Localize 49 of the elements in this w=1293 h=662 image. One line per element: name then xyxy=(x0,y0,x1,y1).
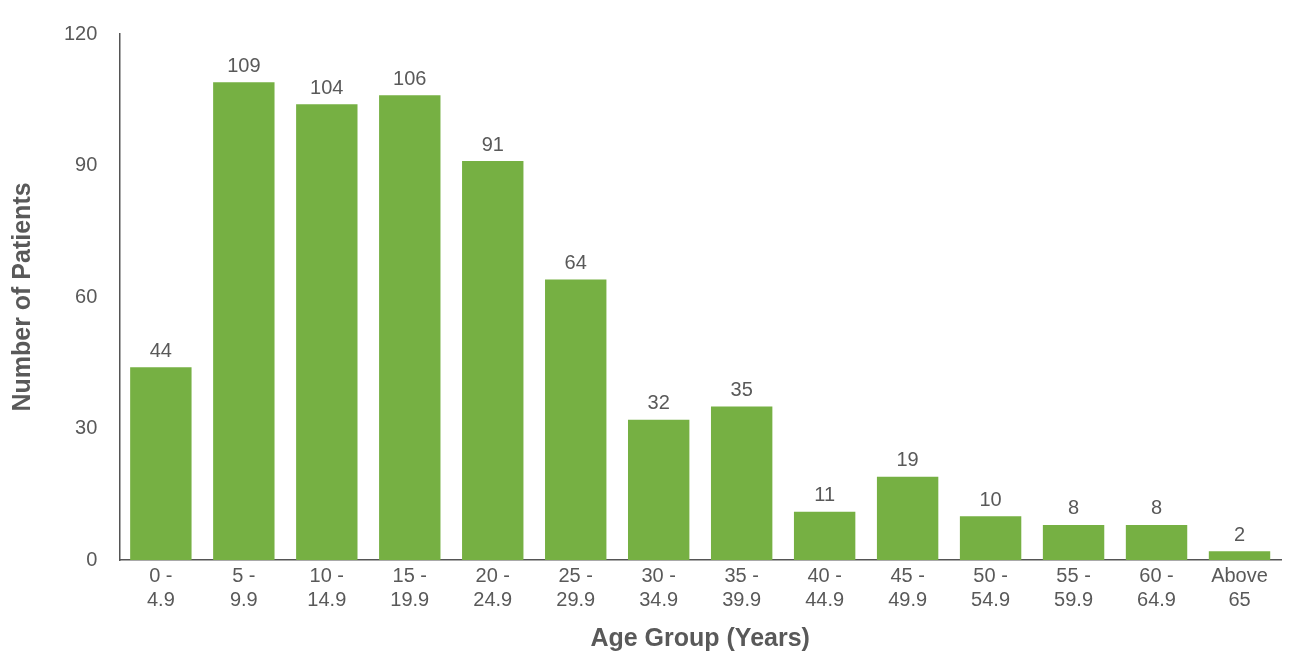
y-tick-label: 60 xyxy=(75,284,98,307)
bar xyxy=(130,367,192,560)
bar xyxy=(379,95,441,560)
bar xyxy=(793,511,856,560)
bar xyxy=(876,476,939,560)
x-tick-label: 55 - 59.9 xyxy=(1054,563,1094,610)
x-tick-label: 15 - 19.9 xyxy=(390,563,430,610)
data-label: 104 xyxy=(310,75,344,98)
y-tick-label: 90 xyxy=(75,153,98,176)
bar xyxy=(710,406,773,560)
x-tick-label: 30 - 34.9 xyxy=(639,563,679,610)
data-label: 8 xyxy=(1068,496,1080,519)
x-tick-label: 45 - 49.9 xyxy=(888,563,928,610)
data-label: 8 xyxy=(1150,496,1163,519)
bar xyxy=(213,82,275,560)
x-tick-label: 60 - 64.9 xyxy=(1137,563,1177,610)
data-label: 44 xyxy=(149,338,172,361)
x-tick-label: 10 - 14.9 xyxy=(307,563,347,610)
x-tick-label: 25 - 29.9 xyxy=(556,563,596,610)
y-tick-label: 0 xyxy=(86,547,98,570)
data-label: 2 xyxy=(1233,522,1246,545)
data-label: 32 xyxy=(647,391,670,414)
x-tick-label: 0 - 4.9 xyxy=(146,563,175,610)
bar xyxy=(1125,524,1188,560)
y-tick-label: 30 xyxy=(75,416,98,439)
y-axis-title: Number of Patients xyxy=(6,182,35,412)
y-tick-label: 120 xyxy=(63,21,98,44)
data-label: 91 xyxy=(481,132,504,155)
bar xyxy=(462,161,524,560)
bar xyxy=(296,104,358,560)
data-label: 10 xyxy=(979,487,1002,510)
data-label: 109 xyxy=(227,53,261,76)
x-tick-label: 40 - 44.9 xyxy=(805,563,845,610)
data-label: 35 xyxy=(730,378,753,401)
bar xyxy=(628,419,690,560)
bar xyxy=(1208,551,1271,560)
data-label: 106 xyxy=(393,66,427,89)
data-label: 64 xyxy=(564,250,587,273)
x-tick-label: 20 - 24.9 xyxy=(473,563,513,610)
data-label: 19 xyxy=(896,448,919,471)
bar xyxy=(1042,524,1105,560)
x-tick-label: Above 65 xyxy=(1211,563,1268,610)
data-label: 11 xyxy=(814,483,836,506)
x-tick-label: 35 - 39.9 xyxy=(722,563,762,610)
bar xyxy=(545,279,607,560)
x-tick-label: 5 - 9.9 xyxy=(229,563,258,610)
x-tick-label: 50 - 54.9 xyxy=(971,563,1011,610)
bar xyxy=(959,516,1022,560)
x-axis-title: Age Group (Years) xyxy=(590,622,810,651)
